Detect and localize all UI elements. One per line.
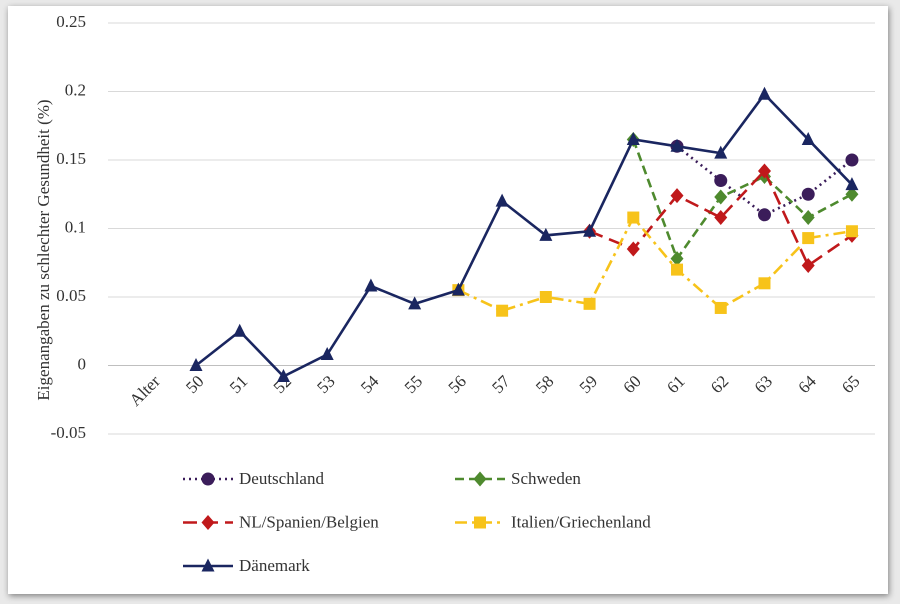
series-line — [457, 215, 853, 313]
x-tick-label: 51 — [226, 372, 251, 397]
data-point — [626, 241, 640, 257]
y-tick-label: 0.05 — [56, 286, 86, 305]
data-point — [801, 131, 815, 145]
data-point — [233, 323, 247, 337]
data-point — [801, 187, 815, 201]
x-tick-label: 54 — [357, 371, 383, 397]
data-point — [757, 86, 771, 100]
data-point — [276, 368, 290, 382]
data-point — [714, 174, 728, 188]
legend-marker — [474, 516, 486, 529]
y-tick-label: 0.25 — [56, 12, 86, 31]
legend-marker — [473, 471, 487, 487]
x-tick-label: 56 — [445, 372, 470, 397]
y-tick-label: -0.05 — [51, 423, 86, 442]
legend-label: Schweden — [511, 469, 581, 488]
series-line — [632, 139, 853, 262]
data-point — [714, 189, 728, 205]
data-point — [801, 257, 815, 273]
x-tick-label: 53 — [313, 372, 338, 397]
data-point — [364, 278, 378, 292]
y-tick-label: 0.2 — [65, 80, 86, 99]
legend-label: Dänemark — [239, 556, 310, 575]
legend-label: NL/Spanien/Belgien — [239, 512, 379, 531]
frame — [8, 6, 888, 594]
x-tick-label: Alter — [126, 371, 164, 409]
y-tick-label: 0.1 — [65, 217, 86, 236]
x-tick-label: 63 — [751, 372, 776, 397]
data-point — [320, 347, 334, 361]
x-tick-label: 50 — [182, 372, 207, 397]
data-point — [670, 138, 684, 152]
y-axis-label: Eigenangaben zu schlechter Gesundheit (%… — [34, 99, 53, 400]
data-point — [758, 277, 771, 290]
legend-marker — [201, 515, 215, 530]
data-point — [539, 227, 553, 241]
x-tick-label: 57 — [488, 371, 514, 397]
legend-marker — [201, 558, 215, 572]
x-tick-label: 59 — [576, 372, 601, 397]
x-tick-label: 62 — [707, 372, 732, 397]
x-tick-label: 64 — [794, 371, 820, 397]
data-point — [802, 232, 815, 245]
data-point — [845, 186, 859, 202]
data-point — [583, 297, 596, 310]
legend-label: Italien/Griechenland — [511, 512, 651, 531]
data-point — [670, 251, 684, 267]
data-point — [757, 208, 771, 222]
data-point — [583, 223, 597, 237]
data-point — [495, 193, 509, 207]
series-line — [195, 92, 853, 379]
x-tick-label: 58 — [532, 372, 557, 397]
legend-label: Deutschland — [239, 469, 324, 488]
y-tick-label: 0.15 — [56, 149, 86, 168]
x-tick-label: 61 — [663, 372, 688, 397]
data-point — [539, 291, 552, 303]
x-tick-label: 55 — [401, 372, 426, 397]
data-point — [757, 163, 771, 179]
series-line — [676, 145, 853, 217]
y-tick-label: 0 — [78, 354, 87, 373]
data-point — [845, 153, 859, 167]
data-point — [627, 211, 640, 224]
data-point — [801, 210, 815, 226]
data-point — [845, 177, 859, 191]
x-tick-label: 65 — [838, 372, 863, 397]
data-point — [451, 282, 465, 296]
x-tick-label: 60 — [619, 372, 644, 397]
data-point — [626, 131, 640, 145]
data-point — [714, 301, 727, 314]
data-point — [671, 263, 684, 276]
data-point — [670, 188, 684, 204]
data-point — [496, 304, 509, 317]
data-point — [408, 296, 422, 310]
legend-marker — [201, 472, 215, 486]
data-point — [714, 145, 728, 159]
data-point — [189, 358, 203, 371]
data-point — [845, 225, 858, 238]
data-point — [714, 210, 728, 226]
